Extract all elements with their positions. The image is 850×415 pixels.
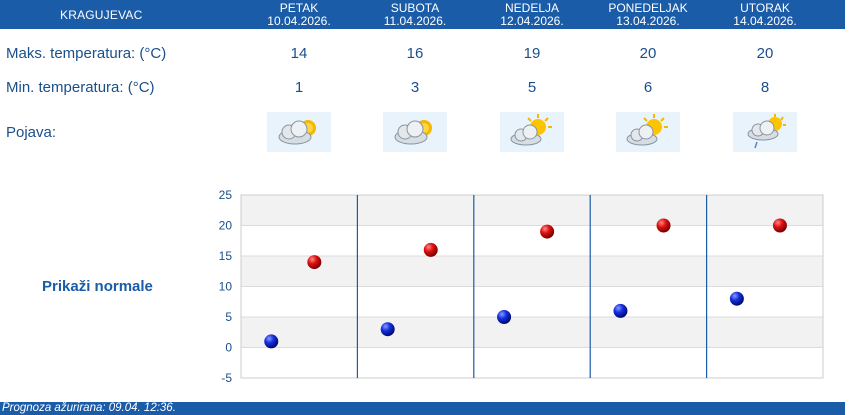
city-name: KRAGUJEVAC	[60, 8, 143, 22]
max-temp-point	[656, 218, 671, 233]
min-temp-value: 6	[643, 79, 653, 96]
max-temp-value: 20	[756, 45, 774, 62]
min-temp-label: Min. temperatura: (°C)	[6, 79, 155, 96]
y-tick-label: 25	[219, 188, 233, 202]
sun-behind-cloud-icon	[616, 112, 680, 152]
min-temp-point	[729, 291, 744, 306]
day-date: 10.04.2026.	[267, 14, 331, 28]
day-header-2: SUBOTA 11.04.2026.	[360, 2, 470, 28]
min-temp-point	[380, 322, 395, 337]
footer-bar: Prognoza ažurirana: 09.04. 12:36.	[0, 402, 845, 415]
forecast-updated-text: Prognoza ažurirana: 09.04. 12:36.	[2, 402, 176, 414]
day-date: 12.04.2026.	[500, 14, 564, 28]
grid-band	[241, 195, 823, 226]
max-temp-point	[307, 255, 322, 270]
max-temp-value: 16	[406, 45, 424, 62]
max-temp-value: 20	[639, 45, 657, 62]
max-temp-point	[772, 218, 787, 233]
y-tick-label: 20	[219, 219, 233, 233]
day-header-4: PONEDELJAK 13.04.2026.	[593, 2, 703, 28]
day-date: 11.04.2026.	[383, 14, 447, 28]
max-temp-point	[540, 224, 555, 239]
y-tick-label: 0	[225, 341, 232, 355]
day-name: PONEDELJAK	[608, 1, 688, 15]
partly-cloudy-icon	[383, 112, 447, 152]
day-header-5: UTORAK 14.04.2026.	[710, 2, 820, 28]
y-tick-label: 5	[225, 310, 232, 324]
grid-band	[241, 286, 823, 317]
sun-behind-cloud-icon	[500, 112, 564, 152]
day-name: NEDELJA	[504, 1, 560, 15]
partly-cloudy-icon	[267, 112, 331, 152]
min-temp-value: 8	[760, 79, 770, 96]
grid-band	[241, 256, 823, 287]
day-name: PETAK	[279, 1, 319, 15]
max-temp-value: 19	[523, 45, 541, 62]
y-tick-label: 10	[219, 280, 233, 294]
plot-border	[240, 194, 824, 379]
day-header-1: PETAK 10.04.2026.	[244, 2, 354, 28]
min-temp-value: 3	[410, 79, 420, 96]
y-tick-label: 15	[219, 249, 233, 263]
max-temp-point	[423, 242, 438, 257]
temperature-chart-svg: 25 20 15 10 5 0 -5	[219, 188, 824, 385]
min-temp-point	[264, 334, 279, 349]
max-temp-value: 14	[290, 45, 308, 62]
min-temp-point	[613, 303, 628, 318]
min-temp-value: 1	[294, 79, 304, 96]
grid-band	[241, 347, 823, 378]
day-name: UTORAK	[740, 1, 790, 15]
max-temp-label: Maks. temperatura: (°C)	[6, 45, 167, 62]
grid-band	[241, 317, 823, 348]
day-date: 14.04.2026.	[733, 14, 797, 28]
day-name: SUBOTA	[390, 1, 440, 15]
temperature-chart: 25 20 15 10 5 0 -5	[200, 186, 830, 391]
forecast-header: KRAGUJEVAC PETAK 10.04.2026. SUBOTA 11.0…	[0, 0, 845, 29]
min-temp-point	[497, 310, 512, 324]
grid-band	[241, 225, 823, 256]
min-temp-value: 5	[527, 79, 537, 96]
show-normals-link[interactable]: Prikaži normale	[42, 278, 153, 295]
day-date: 13.04.2026.	[616, 14, 680, 28]
weather-label: Pojava:	[6, 124, 57, 141]
day-header-3: NEDELJA 12.04.2026.	[477, 2, 587, 28]
light-rain-sun-icon	[733, 112, 797, 152]
y-tick-label: -5	[221, 371, 232, 385]
